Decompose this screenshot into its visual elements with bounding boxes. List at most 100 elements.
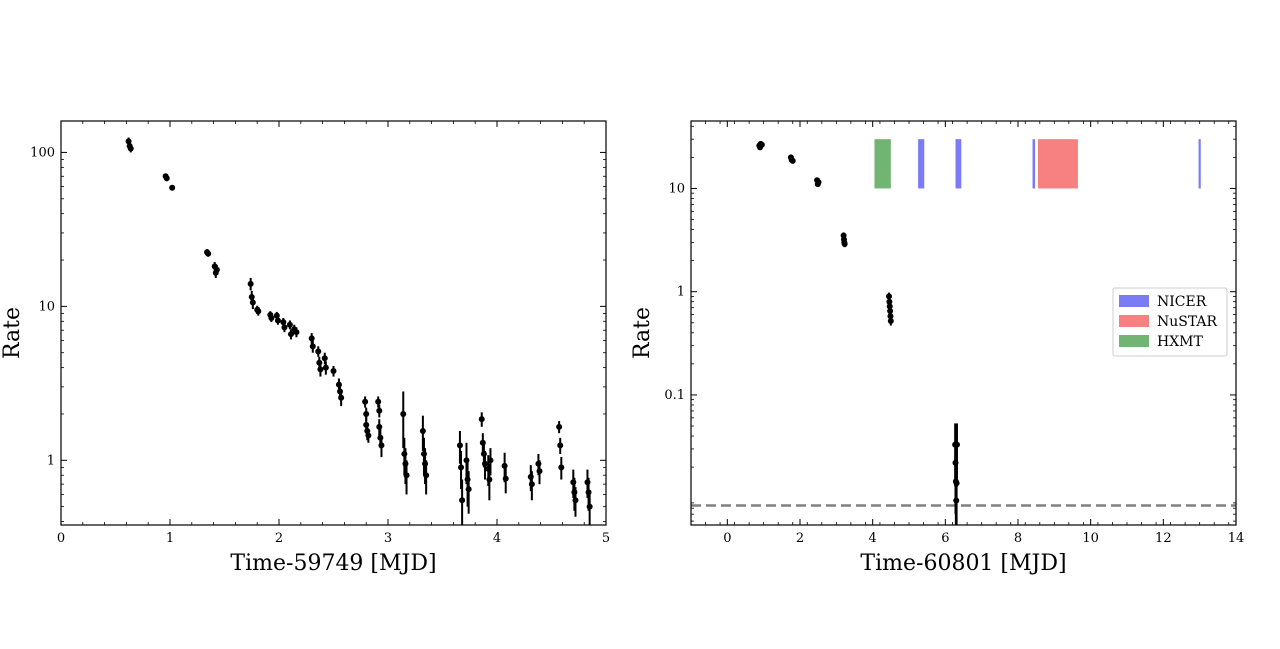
data-point: [459, 497, 466, 504]
data-point: [205, 250, 212, 257]
band-nicer: [1032, 139, 1036, 189]
x-tick-label: 8: [1014, 531, 1022, 546]
light-curve-panel-left: 0 1 2 3 4 5 1 10 100 Time-59749 [MJD] Rate: [0, 120, 610, 576]
data-point: [309, 343, 316, 350]
data-point: [286, 321, 293, 328]
data-point: [527, 473, 534, 480]
x-tick-label: 0: [57, 531, 65, 546]
data-point: [953, 441, 960, 448]
data-point: [363, 410, 370, 417]
data-point: [317, 366, 324, 373]
data-point: [377, 434, 384, 441]
data-point: [535, 460, 542, 467]
data-point: [571, 489, 578, 496]
x-tick-label: 2: [275, 531, 283, 546]
data-point: [887, 308, 894, 315]
data-point: [403, 472, 410, 479]
data-point: [280, 319, 287, 326]
data-point: [557, 442, 564, 449]
data-point: [570, 479, 577, 486]
x-tick-label: 4: [493, 531, 501, 546]
y-axis-title: Rate: [0, 307, 25, 359]
data-point: [322, 364, 329, 371]
data-point: [501, 462, 508, 469]
data-point: [456, 442, 463, 449]
band-nicer: [955, 139, 962, 189]
data-point: [789, 157, 796, 164]
data-point: [758, 141, 765, 148]
x-tick-label: 14: [1228, 531, 1245, 546]
data-point: [213, 266, 220, 273]
legend-swatch-nustar: [1119, 315, 1149, 327]
data-point: [584, 479, 591, 486]
data-point: [465, 486, 472, 493]
legend-label-nicer: NICER: [1157, 294, 1207, 310]
data-point: [536, 468, 543, 475]
band-nicer: [918, 139, 925, 189]
data-point: [887, 313, 894, 320]
legend-swatch-hxmt: [1119, 335, 1149, 347]
data-point: [419, 428, 426, 435]
data-point: [458, 464, 465, 471]
band-nustar: [1037, 139, 1078, 189]
data-point: [478, 416, 485, 423]
x-tick-label: 5: [602, 531, 610, 546]
data-point: [480, 450, 487, 457]
x-tick-label: 1: [166, 531, 174, 546]
data-point: [502, 475, 509, 482]
band-nicer: [1198, 139, 1201, 189]
data-point: [482, 460, 489, 467]
data-point: [169, 184, 176, 191]
data-point: [886, 298, 893, 305]
data-point: [558, 464, 565, 471]
data-point: [528, 481, 535, 488]
x-tick-label: 0: [723, 531, 731, 546]
x-tick-label: 2: [796, 531, 804, 546]
data-point: [375, 398, 382, 405]
data-point: [247, 280, 254, 287]
data-point: [308, 335, 315, 342]
data-point: [362, 398, 369, 405]
data-point: [887, 318, 894, 325]
axes-frame: [60, 120, 607, 526]
y-axis-title: Rate: [630, 307, 655, 359]
data-point: [376, 407, 383, 414]
plot-area: [61, 121, 606, 525]
data-point: [479, 439, 486, 446]
y-tick-label: 1: [677, 285, 685, 300]
data-point: [376, 423, 383, 430]
x-tick-label: 3: [384, 531, 392, 546]
data-point: [572, 497, 579, 504]
data-point: [249, 299, 256, 306]
y-tick-label: 10: [668, 181, 685, 196]
data-point: [287, 331, 294, 338]
legend-swatch-nicer: [1119, 295, 1149, 307]
band-hxmt: [874, 139, 891, 189]
data-point: [163, 175, 170, 182]
data-point: [402, 460, 409, 467]
x-axis-title: Time-59749 [MJD]: [230, 551, 436, 576]
data-point: [556, 423, 563, 430]
data-point: [321, 355, 328, 362]
data-point: [487, 457, 494, 464]
data-point: [486, 476, 493, 483]
data-point: [423, 472, 430, 479]
data-point: [268, 315, 275, 322]
data-point: [586, 503, 593, 510]
data-point: [248, 294, 255, 301]
legend-label-hxmt: HXMT: [1157, 334, 1204, 350]
x-tick-label: 4: [869, 531, 877, 546]
data-point: [400, 410, 407, 417]
y-tick-label: 10: [38, 299, 55, 314]
data-point: [293, 329, 300, 336]
data-point: [330, 368, 337, 375]
x-tick-label: 10: [1082, 531, 1099, 546]
legend-label-nustar: NuSTAR: [1157, 314, 1218, 330]
data-point: [401, 450, 408, 457]
y-tick-label: 100: [30, 145, 55, 160]
data-point: [886, 303, 893, 310]
data-point: [463, 457, 470, 464]
data-point: [886, 293, 893, 300]
data-point: [315, 348, 322, 355]
